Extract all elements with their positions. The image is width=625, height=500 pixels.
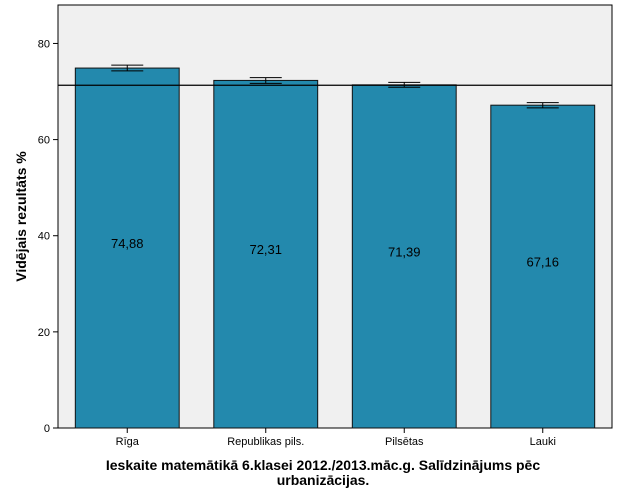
y-tick-label: 40 (38, 231, 50, 243)
bars-group: 74,88 72,31 71,39 67,16 (74, 67, 596, 429)
x-axis-title-line-2: urbanizācijas. (277, 472, 370, 488)
x-tick-label: Rīga (116, 436, 140, 448)
bar (213, 79, 319, 429)
y-tick-label: 80 (38, 38, 50, 50)
x-axis-title-line-1: Ieskaite matemātikā 6.klasei 2012./2013.… (106, 457, 540, 473)
y-tick-label: 0 (44, 423, 50, 435)
error-bars-group (111, 64, 559, 109)
x-tick-label: Republikas pils. (227, 436, 304, 448)
bar (490, 104, 596, 429)
y-axis: 0 20 40 60 80 (38, 38, 58, 435)
y-tick-label: 20 (38, 327, 50, 339)
x-axis: Rīga Republikas pils. Pilsētas Lauki (116, 428, 556, 448)
y-axis-title: Vidējais rezultāts % (13, 151, 29, 282)
bar-value-label: 74,88 (111, 236, 144, 251)
bar (351, 84, 457, 429)
bar-value-label: 71,39 (388, 244, 421, 259)
bar-value-label: 67,16 (526, 255, 559, 270)
bar-value-label: 72,31 (249, 242, 282, 257)
bar (74, 67, 180, 429)
x-tick-label: Lauki (530, 436, 556, 448)
y-tick-label: 60 (38, 135, 50, 147)
x-tick-label: Pilsētas (385, 436, 424, 448)
